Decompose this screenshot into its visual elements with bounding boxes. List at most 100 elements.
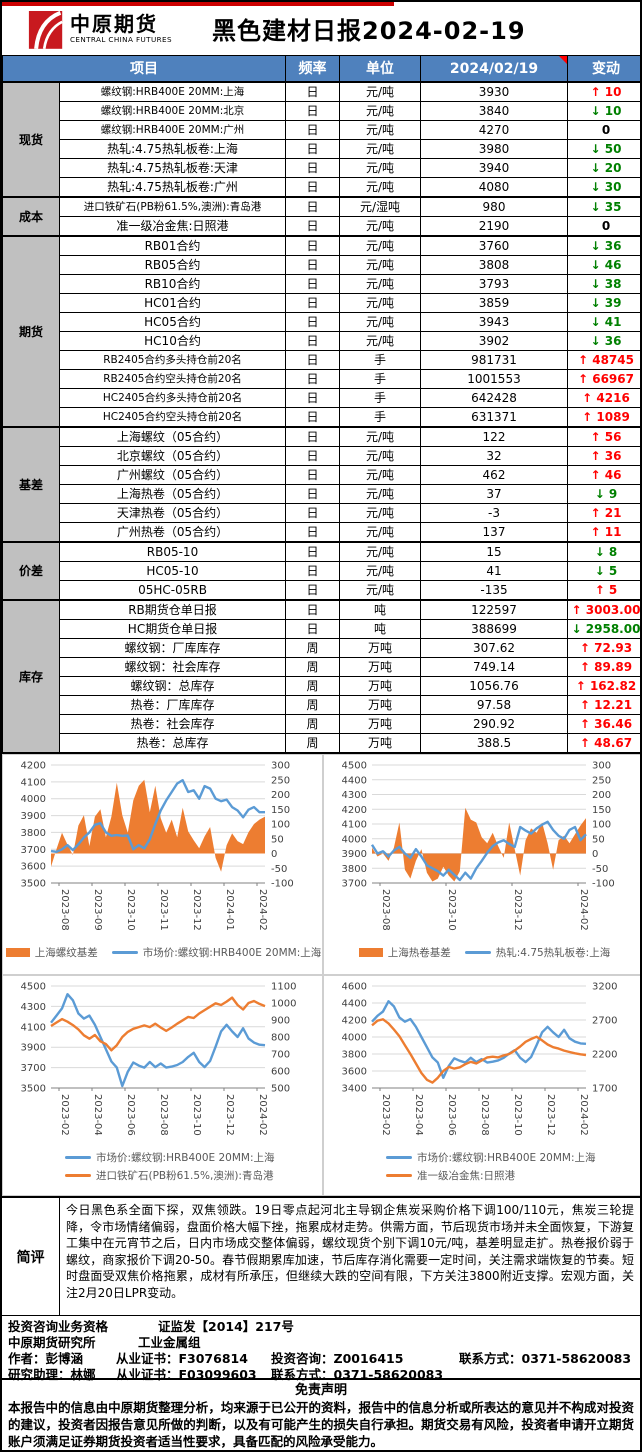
item-name-cell: 螺纹钢:HRB400E 20MM:北京: [59, 101, 286, 121]
commentary-section: 简评 今日黑色系全面下探，双焦领跌。19日零点起河北主导钢企焦炭采购价格下调10…: [2, 1196, 640, 1316]
svg-text:2023-02: 2023-02: [59, 1094, 70, 1136]
value-cell: 4270: [420, 120, 568, 140]
disclaimer-title: 免责声明: [294, 1383, 347, 1398]
legend-item: 市场价:螺纹钢:HRB400E 20MM:上海: [111, 945, 321, 960]
legend-item: 进口铁矿石(PB粉61.5%,澳洲):青岛港: [65, 1168, 273, 1183]
legend-item: 准一级冶金焦:日照港: [386, 1168, 515, 1183]
table-row: 天津热卷（05合约）日元/吨 -3 ↑ 21: [3, 503, 640, 523]
item-name-cell: HC05合约: [59, 312, 286, 332]
unit-cell: 元/吨: [339, 235, 421, 256]
unit-cell: 元/吨: [339, 331, 421, 351]
value-cell: 15: [420, 541, 568, 562]
svg-text:3700: 3700: [21, 1063, 46, 1074]
col-header-date: 2024/02/19: [420, 55, 568, 83]
table-row: RB10合约日元/吨 3793 ↓ 38: [3, 274, 640, 294]
svg-text:2023-10: 2023-10: [191, 1094, 202, 1136]
report-header: 中原期货 CENTRAL CHINA FUTURES 黑色建材日报2024-02…: [2, 2, 640, 55]
unit-cell: 元/吨: [339, 484, 421, 504]
svg-text:250: 250: [592, 775, 611, 786]
svg-text:4000: 4000: [342, 1033, 367, 1044]
svg-text:4200: 4200: [21, 761, 46, 772]
frequency-cell: 日: [285, 255, 340, 275]
change-cell: ↓ 5: [567, 561, 640, 581]
daily-data-table: 项目 频率 单位 2024/02/19 变动 现货 螺纹钢:HRB400E 20M…: [2, 55, 640, 753]
svg-text:300: 300: [592, 761, 611, 772]
frequency-cell: 周: [285, 676, 340, 696]
svg-text:200: 200: [592, 790, 611, 801]
frequency-cell: 日: [285, 120, 340, 140]
svg-text:250: 250: [271, 775, 290, 786]
change-cell: ↓ 36: [567, 235, 640, 256]
svg-text:3900: 3900: [342, 849, 367, 860]
unit-cell: 元/吨: [339, 561, 421, 581]
change-cell: ↓ 20: [567, 158, 640, 178]
license-field: 证监发【2014】217号: [158, 1319, 294, 1334]
svg-text:2024-02: 2024-02: [578, 889, 589, 931]
value-cell: 307.62: [420, 638, 568, 658]
legend-item: 市场价:螺纹钢:HRB400E 20MM:上海: [65, 1150, 275, 1165]
svg-text:2024-01: 2024-01: [224, 889, 235, 931]
license-field: 作者：彭博涵: [8, 1351, 84, 1366]
change-cell: ↑ 10: [567, 81, 640, 102]
item-name-cell: 广州螺纹（05合约）: [59, 465, 286, 485]
unit-cell: 元/吨: [339, 158, 421, 178]
license-line: 作者：彭博涵 从业证书：F3076814 投资咨询：Z0016415 联系方式：037…: [8, 1351, 634, 1367]
license-field: 研究助理：林娜: [8, 1367, 96, 1382]
license-line: 投资咨询业务资格 证监发【2014】217号: [8, 1319, 634, 1335]
table-row: 热卷：社会库存周万吨 290.92 ↑ 36.46: [3, 714, 640, 734]
table-row: HC05合约日元/吨 3943 ↓ 41: [3, 312, 640, 332]
table-row: 广州热卷（05合约）日元/吨 137 ↑ 11: [3, 522, 640, 543]
value-cell: -135: [420, 580, 568, 601]
table-row: 螺纹钢：社会库存周万吨 749.14 ↑ 89.89: [3, 657, 640, 677]
item-name-cell: 上海热卷（05合约）: [59, 484, 286, 504]
change-cell: 0: [567, 120, 640, 140]
change-cell: ↓ 30: [567, 177, 640, 198]
chart-plot: 3500 3700 3900 4100 4300 4500 500 600 700 800 900 1…: [21, 982, 297, 1136]
table-row: 基差 上海螺纹（05合约）日元/吨 122 ↑ 56: [2, 426, 640, 543]
change-cell: ↓ 2958.00: [567, 619, 640, 639]
value-cell: 4080: [420, 177, 568, 198]
value-cell: 122597: [420, 599, 568, 620]
legend-line-swatch-icon: [111, 951, 138, 954]
unit-cell: 手: [339, 369, 421, 389]
disclaimer-text: 本报告中的信息由中原期货整理分析，均来源于已公开的资料，报告中的信息分析或所表达…: [8, 1400, 634, 1449]
unit-cell: 吨: [339, 599, 421, 620]
svg-text:3800: 3800: [21, 828, 46, 839]
svg-text:2023-10: 2023-10: [446, 889, 457, 931]
unit-cell: 元/吨: [339, 177, 421, 198]
value-cell: 642428: [420, 388, 568, 408]
svg-text:4200: 4200: [342, 805, 367, 816]
col-header-frequency: 频率: [285, 55, 340, 83]
svg-text:150: 150: [592, 805, 611, 816]
date-label: 2024/02/19: [449, 60, 539, 77]
frequency-cell: 日: [285, 503, 340, 523]
frequency-cell: 周: [285, 657, 340, 677]
change-cell: ↑ 162.82: [567, 676, 640, 696]
table-row: 热轧:4.75热轧板卷:上海日元/吨 3980 ↓ 50: [3, 139, 640, 159]
change-cell: ↑ 5: [567, 580, 640, 601]
section-label: 价差: [2, 541, 60, 601]
value-cell: 97.58: [420, 695, 568, 715]
chart-rebar-vs-ironore: 3500 3700 3900 4100 4300 4500 500 600 700 800 900 1…: [2, 975, 323, 1196]
unit-cell: 万吨: [339, 657, 421, 677]
table-row: 价差 RB05-10 日元/吨 15 ↓ 8: [2, 541, 640, 601]
svg-text:1000: 1000: [271, 999, 296, 1010]
chart-rebar-vs-coke: 3400 3600 3800 4000 4200 4400 4600 1700 2200 2700…: [323, 975, 640, 1196]
svg-text:700: 700: [271, 1050, 290, 1061]
section-label: 期货: [2, 235, 60, 428]
table-row: HC2405合约多头持仓前20名日手 642428 ↑ 4216: [3, 388, 640, 408]
item-name-cell: 螺纹钢:HRB400E 20MM:上海: [59, 81, 286, 102]
frequency-cell: 日: [285, 101, 340, 121]
section-label: 基差: [2, 426, 60, 543]
item-name-cell: RB10合约: [59, 274, 286, 294]
item-name-cell: HC10合约: [59, 331, 286, 351]
company-logo-icon: [28, 10, 63, 49]
table-row: RB05合约日元/吨 3808 ↓ 46: [3, 255, 640, 275]
frequency-cell: 日: [285, 522, 340, 543]
change-cell: ↑ 72.93: [567, 638, 640, 658]
unit-cell: 元/吨: [339, 101, 421, 121]
svg-text:50: 50: [271, 834, 284, 845]
item-name-cell: HC05-10: [59, 561, 286, 581]
item-name-cell: HC2405合约多头持仓前20名: [59, 388, 286, 408]
license-field: 投资咨询业务资格: [8, 1319, 109, 1334]
